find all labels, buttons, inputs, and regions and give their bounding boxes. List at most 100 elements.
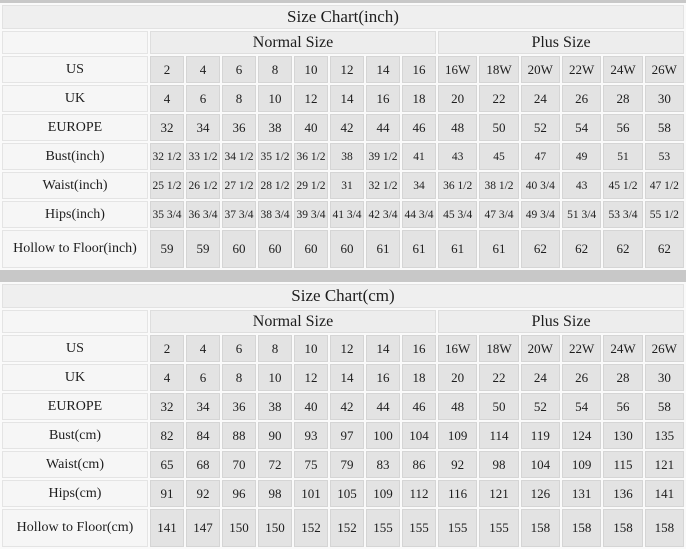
cell: 101 bbox=[294, 480, 328, 507]
cell: 121 bbox=[644, 451, 684, 478]
table-row: EUROPE 32 34 36 38 40 42 44 46 48 50 52 54 56 58 bbox=[2, 393, 684, 420]
cell: 38 1/2 bbox=[479, 172, 519, 199]
cell: 104 bbox=[520, 451, 560, 478]
cell: 2 bbox=[150, 335, 184, 362]
cell: 28 bbox=[603, 85, 643, 112]
cell: 58 bbox=[644, 393, 684, 420]
table-gap bbox=[0, 270, 686, 282]
cell: 16 bbox=[402, 56, 436, 83]
cell: 86 bbox=[402, 451, 436, 478]
cell: 155 bbox=[438, 509, 478, 547]
normal-size-header: Normal Size bbox=[150, 310, 436, 333]
row-label: Waist(cm) bbox=[2, 451, 148, 478]
cell: 42 3/4 bbox=[366, 201, 400, 228]
cell: 51 bbox=[603, 143, 643, 170]
cell: 18 bbox=[402, 85, 436, 112]
cell: 141 bbox=[644, 480, 684, 507]
table-row: Waist(cm) 65 68 70 72 75 79 83 86 92 98 104 109 115 1… bbox=[2, 451, 684, 478]
cell: 12 bbox=[294, 85, 328, 112]
cell: 147 bbox=[186, 509, 220, 547]
cell: 62 bbox=[520, 230, 560, 268]
table-row: Waist(inch) 25 1/2 26 1/2 27 1/2 28 1/2 29 1… bbox=[2, 172, 684, 199]
cell: 109 bbox=[366, 480, 400, 507]
cell: 50 bbox=[479, 114, 519, 141]
cell: 22W bbox=[561, 335, 602, 362]
table-row: Hips(inch) 35 3/4 36 3/4 37 3/4 38 3/4 39 3/… bbox=[2, 201, 684, 228]
row-label: EUROPE bbox=[2, 393, 148, 420]
cell: 141 bbox=[150, 509, 184, 547]
corner-cell bbox=[2, 31, 148, 54]
cell: 26W bbox=[644, 56, 684, 83]
cell: 97 bbox=[330, 422, 364, 449]
cell: 12 bbox=[294, 364, 328, 391]
cell: 26W bbox=[644, 335, 684, 362]
cell: 40 bbox=[294, 393, 328, 420]
cell: 24W bbox=[603, 56, 643, 83]
cell: 20 bbox=[438, 85, 478, 112]
cell: 62 bbox=[644, 230, 684, 268]
cell: 105 bbox=[330, 480, 364, 507]
cell: 109 bbox=[561, 451, 602, 478]
cell: 39 3/4 bbox=[294, 201, 328, 228]
cell: 135 bbox=[644, 422, 684, 449]
cell: 12 bbox=[330, 56, 364, 83]
cell: 34 bbox=[402, 172, 436, 199]
cell: 53 bbox=[644, 143, 684, 170]
cell: 10 bbox=[294, 335, 328, 362]
cell: 60 bbox=[222, 230, 256, 268]
cell: 28 1/2 bbox=[258, 172, 292, 199]
cell: 50 bbox=[479, 393, 519, 420]
table-row: Bust(inch) 32 1/2 33 1/2 34 1/2 35 1/2 36 1/… bbox=[2, 143, 684, 170]
cell: 25 1/2 bbox=[150, 172, 184, 199]
cell: 96 bbox=[222, 480, 256, 507]
cell: 92 bbox=[186, 480, 220, 507]
cell: 6 bbox=[186, 364, 220, 391]
table-row: UK 4 6 8 10 12 14 16 18 20 22 24 26 28 30 bbox=[2, 364, 684, 391]
table-row: Hollow to Floor(inch) 59 59 60 60 60 60 61 61 61… bbox=[2, 230, 684, 268]
normal-size-header: Normal Size bbox=[150, 31, 436, 54]
cell: 38 bbox=[258, 393, 292, 420]
row-label: UK bbox=[2, 364, 148, 391]
cell: 44 bbox=[366, 114, 400, 141]
group-header-row: Normal Size Plus Size bbox=[2, 31, 684, 54]
cell: 98 bbox=[258, 480, 292, 507]
cell: 26 1/2 bbox=[186, 172, 220, 199]
table-row: US 2 4 6 8 10 12 14 16 16W 18W 20W 22W 24W 26W bbox=[2, 56, 684, 83]
cell: 10 bbox=[294, 56, 328, 83]
cell: 98 bbox=[479, 451, 519, 478]
cell: 4 bbox=[150, 85, 184, 112]
cell: 24 bbox=[520, 85, 560, 112]
cell: 150 bbox=[258, 509, 292, 547]
table-row: Bust(cm) 82 84 88 90 93 97 100 104 109 114 119 124 1… bbox=[2, 422, 684, 449]
cell: 158 bbox=[644, 509, 684, 547]
cell: 114 bbox=[479, 422, 519, 449]
cell: 43 bbox=[561, 172, 602, 199]
cell: 112 bbox=[402, 480, 436, 507]
table-title: Size Chart(inch) bbox=[2, 5, 684, 29]
cell: 44 bbox=[366, 393, 400, 420]
cell: 16 bbox=[366, 364, 400, 391]
cell: 32 bbox=[150, 114, 184, 141]
cell: 47 3/4 bbox=[479, 201, 519, 228]
cell: 14 bbox=[366, 56, 400, 83]
cell: 53 3/4 bbox=[603, 201, 643, 228]
cell: 4 bbox=[186, 56, 220, 83]
cell: 61 bbox=[366, 230, 400, 268]
cell: 47 bbox=[520, 143, 560, 170]
cell: 155 bbox=[366, 509, 400, 547]
cell: 34 1/2 bbox=[222, 143, 256, 170]
cell: 18W bbox=[479, 335, 519, 362]
title-row: Size Chart(cm) bbox=[2, 284, 684, 308]
cell: 152 bbox=[294, 509, 328, 547]
cell: 121 bbox=[479, 480, 519, 507]
cell: 75 bbox=[294, 451, 328, 478]
cell: 79 bbox=[330, 451, 364, 478]
cell: 56 bbox=[603, 114, 643, 141]
cell: 56 bbox=[603, 393, 643, 420]
cell: 84 bbox=[186, 422, 220, 449]
cell: 36 bbox=[222, 393, 256, 420]
row-label: Hollow to Floor(inch) bbox=[2, 230, 148, 268]
cell: 14 bbox=[330, 85, 364, 112]
cell: 10 bbox=[258, 364, 292, 391]
